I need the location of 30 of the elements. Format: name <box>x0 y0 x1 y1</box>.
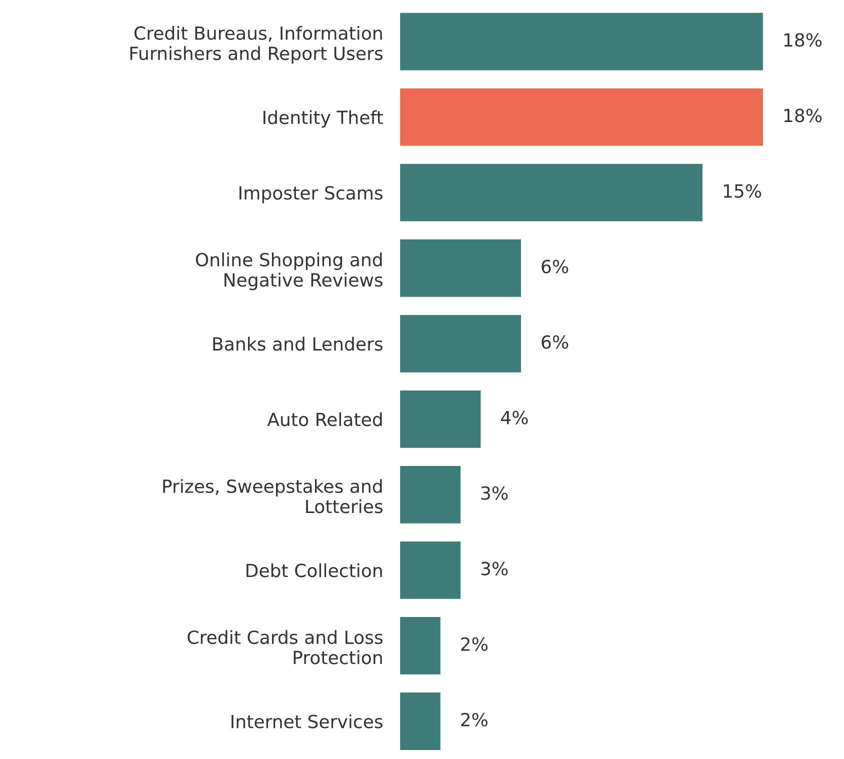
data-label: 15% <box>724 184 762 198</box>
y-tick-label: Identity Theft <box>264 110 383 128</box>
y-tick-label: Internet Services <box>232 714 383 728</box>
bar <box>400 164 702 222</box>
y-tick-label: Credit Cards and Loss Protection <box>188 630 383 664</box>
data-label: 2% <box>461 712 488 726</box>
bar <box>400 466 461 524</box>
data-label: 3% <box>481 486 508 500</box>
data-label: 4% <box>501 410 528 424</box>
data-label: 6% <box>542 260 568 274</box>
y-tick-label: Online Shopping and Negative Reviews <box>196 252 382 290</box>
y-tick-label: Auto Related <box>267 412 382 426</box>
y-tick-label: Banks and Lenders <box>213 336 383 351</box>
bar <box>400 314 522 372</box>
bar <box>400 12 763 70</box>
bar <box>400 390 481 448</box>
y-tick-label: Credit Bureaus, Information Furnishers and Report Users <box>130 26 383 64</box>
data-label: 18% <box>784 33 822 47</box>
y-tick-label: Prizes, Sweepstakes and Lotteries <box>163 479 383 514</box>
data-label: 2% <box>461 637 488 651</box>
data-label: 18% <box>784 108 822 122</box>
bar <box>400 692 440 750</box>
y-tick-label: Imposter Scams <box>240 186 383 204</box>
bar <box>400 617 440 674</box>
bar <box>400 88 763 146</box>
data-label: 6% <box>542 335 568 349</box>
bar <box>400 239 522 297</box>
data-label: 3% <box>481 562 508 576</box>
bar <box>400 542 461 599</box>
y-tick-label: Debt Collection <box>246 563 382 578</box>
